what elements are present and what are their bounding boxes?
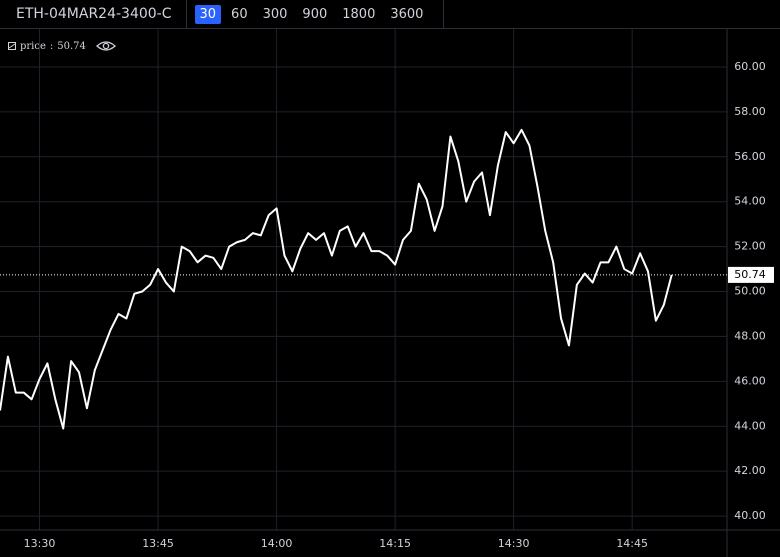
interval-button[interactable]: 30 (194, 4, 222, 24)
toolbar: ETH-04MAR24-3400-C 30 60 300 900 1800 3600 (0, 0, 780, 29)
chart: 40.00 42.00 44.00 46.00 48.00 50.00 52.00 54.00… (0, 29, 780, 557)
y-tick-label: 52.00 (734, 240, 766, 253)
x-tick-label: 13:30 (24, 537, 56, 550)
x-tick-label: 14:00 (261, 537, 293, 550)
y-tick-label: 40.00 (734, 509, 766, 522)
intervals: 30 60 300 900 1800 3600 (187, 0, 445, 28)
legend: price: 50.74 (8, 40, 116, 52)
y-tick-label: 56.00 (734, 150, 766, 163)
interval-button[interactable]: 300 (262, 6, 288, 22)
y-tick-label: 44.00 (734, 419, 766, 432)
interval-button[interactable]: 60 (231, 6, 248, 22)
legend-sep: : (49, 40, 54, 52)
y-tick-label: 58.00 (734, 105, 766, 118)
y-tick-label: 48.00 (734, 329, 766, 342)
eye-icon[interactable] (95, 40, 116, 52)
y-tick-label: 54.00 (734, 195, 766, 208)
legend-icon (8, 42, 16, 50)
y-tick-label: 46.00 (734, 374, 766, 387)
interval-button[interactable]: 3600 (390, 6, 424, 22)
legend-value: 50.74 (57, 40, 86, 52)
interval-button[interactable]: 1800 (342, 6, 376, 22)
x-tick-label: 14:15 (379, 537, 411, 550)
interval-button[interactable]: 900 (302, 6, 328, 22)
y-tick-label: 50.00 (734, 285, 766, 298)
legend-name: price (20, 40, 46, 52)
x-tick-label: 14:45 (616, 537, 648, 550)
y-tick-label: 42.00 (734, 464, 766, 477)
last-price-label: 50.74 (734, 268, 766, 281)
symbol[interactable]: ETH-04MAR24-3400-C (0, 0, 187, 28)
price-line (0, 128, 673, 430)
last-price-box (728, 266, 774, 283)
x-tick-label: 14:30 (498, 537, 530, 550)
y-tick-label: 60.00 (734, 60, 766, 73)
x-tick-label: 13:45 (142, 537, 174, 550)
